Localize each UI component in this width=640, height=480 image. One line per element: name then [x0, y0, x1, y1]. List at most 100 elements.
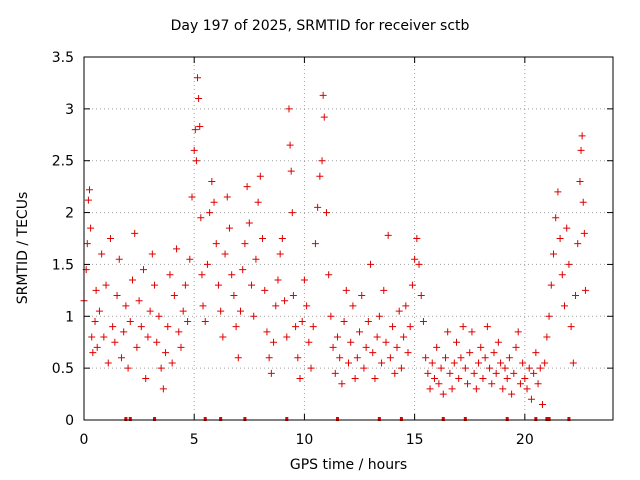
data-point [243, 183, 251, 191]
data-point [565, 260, 573, 268]
data-point [159, 385, 167, 393]
data-point [417, 292, 425, 300]
data-point [327, 312, 335, 320]
x-tick-label: 10 [296, 432, 314, 448]
data-point [287, 167, 295, 175]
data-point [530, 369, 538, 377]
data-point [461, 364, 469, 372]
data-point [574, 240, 582, 248]
data-point [124, 364, 132, 372]
tick-labels: 0 0.5 1 1.5 2 2.5 3 3.5 0 5 10 15 20 [52, 50, 534, 448]
data-point [545, 312, 553, 320]
x-tick-label: 15 [406, 432, 424, 448]
data-point [510, 369, 518, 377]
data-point [221, 250, 229, 258]
data-point [245, 219, 253, 227]
data-point [217, 307, 225, 315]
data-point [137, 323, 145, 331]
data-point [283, 333, 291, 341]
data-point [196, 122, 204, 130]
data-point [111, 338, 119, 346]
data-point [179, 307, 187, 315]
data-point [450, 359, 458, 367]
data-point [309, 323, 317, 331]
data-point [501, 364, 509, 372]
data-point [84, 196, 92, 204]
data-point [380, 286, 388, 294]
data-point [102, 281, 110, 289]
data-point [552, 214, 560, 222]
data-point [263, 328, 271, 336]
data-point [117, 354, 125, 362]
data-point [230, 292, 238, 300]
data-point [135, 297, 143, 305]
data-point [198, 271, 206, 279]
data-point [358, 292, 366, 300]
data-point [98, 250, 106, 258]
data-point [556, 235, 564, 242]
data-point [512, 343, 520, 351]
data-point [580, 229, 588, 237]
data-point [497, 359, 505, 367]
data-point [441, 354, 449, 362]
data-point [481, 354, 489, 362]
data-point [87, 224, 95, 232]
data-point [521, 375, 529, 383]
data-point [351, 375, 359, 383]
data-point [581, 286, 589, 294]
data-point [342, 286, 350, 294]
data-point [122, 302, 130, 310]
data-point [91, 317, 99, 325]
data-point [148, 250, 156, 258]
data-point [477, 343, 485, 351]
data-point [400, 333, 408, 341]
data-point [516, 380, 524, 388]
data-point [439, 390, 447, 398]
data-point [430, 375, 438, 383]
data-point [336, 354, 344, 362]
data-point [140, 266, 148, 274]
data-point [234, 354, 242, 362]
data-point [406, 323, 414, 331]
data-point [296, 375, 304, 383]
data-point [210, 198, 218, 206]
data-point [411, 255, 419, 263]
data-point [155, 312, 163, 320]
data-point [194, 74, 202, 82]
data-point [356, 328, 364, 336]
data-point [195, 94, 203, 102]
data-point [281, 297, 289, 305]
data-point [525, 364, 533, 372]
data-point [153, 338, 161, 346]
data-point [468, 328, 476, 336]
data-point [285, 105, 293, 113]
data-point [446, 369, 454, 377]
data-point [113, 292, 121, 300]
data-point [318, 157, 326, 165]
data-point [367, 260, 375, 268]
data-points [80, 74, 589, 408]
data-point [404, 349, 412, 357]
data-point [199, 302, 207, 310]
data-point [88, 333, 96, 341]
data-point [248, 281, 256, 289]
data-point [567, 323, 575, 331]
data-point [252, 255, 260, 263]
data-point [492, 369, 500, 377]
data-point [353, 354, 361, 362]
data-point [325, 271, 333, 279]
data-point [395, 307, 403, 315]
data-point [578, 132, 586, 140]
data-point [109, 323, 117, 331]
data-point [577, 146, 585, 154]
data-point [133, 343, 141, 351]
grid-lines [84, 57, 613, 420]
data-point [267, 369, 275, 377]
data-point [201, 317, 209, 325]
y-tick-label: 1.5 [52, 257, 74, 273]
data-point [371, 375, 379, 383]
data-point [415, 260, 423, 268]
data-point [333, 333, 341, 341]
data-point [146, 307, 154, 315]
